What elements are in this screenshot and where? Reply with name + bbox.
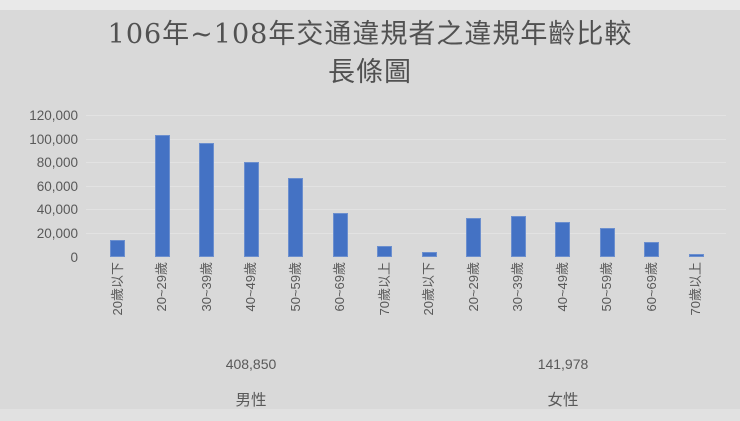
female-x-axis-label: 50~59歲 xyxy=(599,262,615,312)
male-bar-20~29歲 xyxy=(154,135,170,257)
female-bar-40~49歲 xyxy=(555,222,571,257)
male-bar-50~59歲 xyxy=(288,177,304,257)
top-strip xyxy=(0,0,740,10)
female-bar-50~59歲 xyxy=(599,228,615,257)
male-x-axis-label: 30~39歲 xyxy=(198,262,214,312)
y-axis-tick-label: 40,000 xyxy=(36,202,78,218)
gridline-20000 xyxy=(86,232,726,234)
female-bar-20歲以下 xyxy=(421,251,437,257)
gridline-80000 xyxy=(86,162,726,164)
male-x-axis-label: 40~49歲 xyxy=(243,262,259,312)
male-x-axis-label: 20~29歲 xyxy=(154,262,170,312)
female-bar-30~39歲 xyxy=(510,215,526,257)
y-axis-tick-label: 120,000 xyxy=(29,107,78,123)
male-bar-30~39歲 xyxy=(199,142,215,257)
male-bar-60~69歲 xyxy=(332,212,348,257)
female-bar-20~29歲 xyxy=(466,217,482,257)
y-axis-tick-label: 80,000 xyxy=(36,155,78,171)
female-x-axis-label: 20歲以下 xyxy=(421,262,436,316)
male-x-axis-label: 70歲以上 xyxy=(376,262,392,316)
y-axis-tick-label: 60,000 xyxy=(36,178,78,194)
female-x-axis-label: 40~49歲 xyxy=(554,262,570,312)
gridline-100000 xyxy=(86,138,726,140)
male-x-axis-label: 20歲以下 xyxy=(109,262,125,316)
chart-title: 106年~108年交通違規者之違規年齡比較 長條圖 xyxy=(0,16,740,92)
chart-title-line1: 106年~108年交通違規者之違規年齡比較 xyxy=(107,19,633,50)
female-total: 141,978 xyxy=(537,356,589,372)
y-axis-tick-label: 20,000 xyxy=(36,225,78,241)
female-bar-70歲以上 xyxy=(688,253,704,257)
bottom-strip xyxy=(0,409,740,421)
male-bar-70歲以上 xyxy=(377,246,393,257)
male-group-label: 男性 xyxy=(235,392,267,409)
y-axis-tick-label: 100,000 xyxy=(29,131,78,147)
female-group-label: 女性 xyxy=(547,392,579,409)
female-bar-60~69歲 xyxy=(644,241,660,257)
male-total: 408,850 xyxy=(225,356,277,372)
y-axis-tick-label: 0 xyxy=(70,249,78,265)
chart-title-line2: 長條圖 xyxy=(328,57,412,88)
male-bar-20歲以下 xyxy=(110,239,125,257)
gridline-60000 xyxy=(86,185,726,187)
male-bar-40~49歲 xyxy=(243,161,259,257)
gridline-40000 xyxy=(86,209,726,211)
female-x-axis-label: 20~29歲 xyxy=(465,262,481,312)
male-x-axis-label: 50~59歲 xyxy=(287,262,303,312)
male-x-axis-label: 60~69歲 xyxy=(332,262,348,312)
gridline-120000 xyxy=(86,114,726,116)
female-x-axis-label: 70歲以上 xyxy=(688,262,704,316)
female-x-axis-label: 60~69歲 xyxy=(643,262,659,312)
female-x-axis-label: 30~39歲 xyxy=(510,262,526,312)
